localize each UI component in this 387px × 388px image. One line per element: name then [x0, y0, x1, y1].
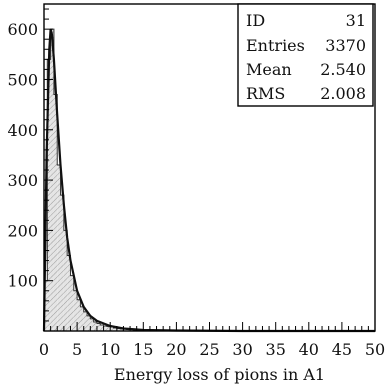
y-tick-label: 100	[7, 272, 38, 291]
axis-ticks	[43, 8, 376, 332]
y-tick-label: 200	[7, 221, 38, 240]
histogram-bar	[87, 315, 91, 331]
stats-box-border	[237, 3, 374, 107]
stat-mean-label: Mean	[246, 60, 292, 79]
histogram-bars	[43, 28, 180, 332]
y-tick-label: 500	[7, 70, 38, 89]
histogram-bar	[44, 280, 48, 331]
histogram-bar	[47, 59, 51, 331]
y-tick-label: 400	[7, 121, 38, 140]
stat-rms-label: RMS	[246, 84, 285, 103]
histogram-bar	[77, 299, 81, 331]
y-tick-label: 600	[7, 20, 38, 39]
histogram-bar	[126, 329, 131, 331]
x-tick-label: 45	[332, 340, 352, 359]
stat-id-label: ID	[246, 11, 265, 30]
histogram-bar	[106, 326, 111, 331]
histogram-bar	[100, 324, 104, 331]
histogram-bar	[96, 323, 101, 331]
histogram-bar	[120, 328, 124, 331]
y-tick-labels: 100 200 300 400 500 600	[7, 20, 38, 291]
y-tick-label: 300	[7, 171, 38, 190]
histogram-bar	[57, 164, 61, 331]
histogram-bar	[110, 326, 114, 331]
histogram-bar	[80, 306, 84, 331]
histogram-bar	[53, 94, 58, 331]
x-tick-label: 30	[232, 340, 252, 359]
histogram-bar	[90, 318, 94, 331]
histogram-bar	[63, 230, 68, 331]
histogram-bar	[67, 255, 71, 331]
x-tick-label: 50	[365, 340, 385, 359]
x-axis-title: Energy loss of pions in A1	[114, 365, 325, 384]
stat-entries-value: 3370	[325, 36, 366, 55]
x-tick-label: 0	[39, 340, 49, 359]
x-tick-label: 35	[266, 340, 286, 359]
stat-id-value: 31	[346, 11, 366, 30]
x-tick-label: 5	[72, 340, 82, 359]
histogram-bar	[123, 328, 127, 331]
histogram-bar	[116, 328, 121, 331]
x-tick-labels: 0 5 10 15 20 25 30 35 40 45 50	[39, 340, 385, 359]
stat-entries-label: Entries	[246, 36, 305, 55]
histogram-bar	[83, 311, 88, 331]
x-tick-label: 20	[166, 340, 186, 359]
histogram-bar	[130, 329, 134, 331]
x-tick-label: 25	[199, 340, 219, 359]
stat-rms-value: 2.008	[320, 84, 366, 103]
histogram-bar	[113, 327, 117, 331]
stat-mean-value: 2.540	[320, 60, 366, 79]
x-tick-label: 40	[299, 340, 319, 359]
histogram-bar	[60, 195, 64, 331]
stats-box: ID 31 Entries 3370 Mean 2.540 RMS 2.008	[237, 3, 374, 107]
x-tick-label: 15	[133, 340, 153, 359]
histogram-bar	[103, 325, 107, 331]
x-tick-label: 10	[100, 340, 120, 359]
histogram-bar	[70, 275, 74, 331]
histogram-bar	[93, 321, 97, 331]
histogram-bar	[73, 290, 78, 331]
